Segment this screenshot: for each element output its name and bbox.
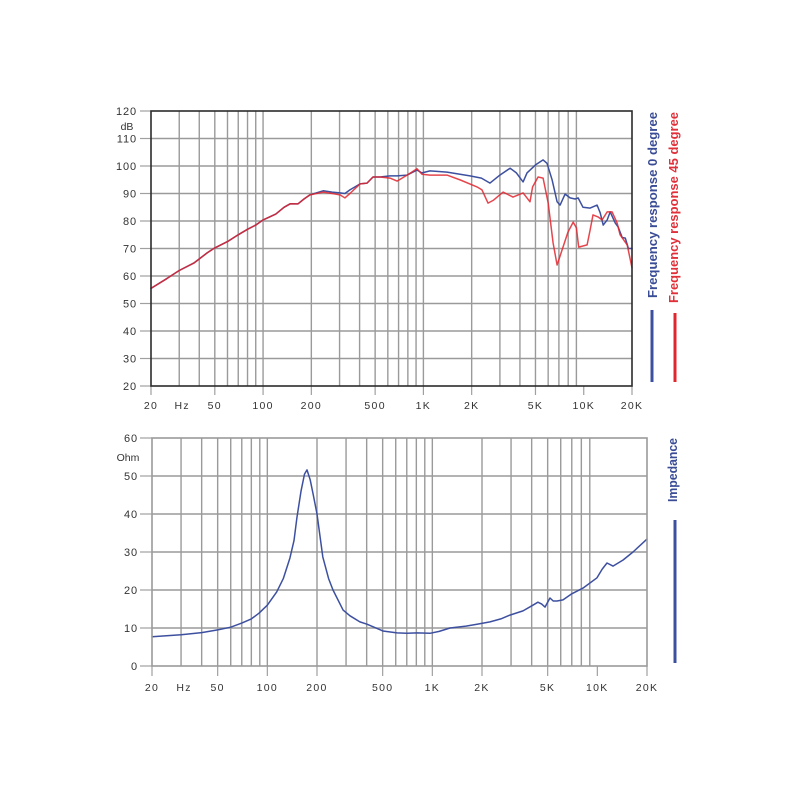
y-tick-label: 20	[123, 381, 137, 393]
frequency-response-legend: Frequency response 0 degree Frequency re…	[645, 112, 681, 382]
x-tick-label: 500	[364, 400, 385, 412]
x-tick-label: 200	[306, 682, 327, 694]
grid	[151, 111, 632, 386]
grid	[152, 438, 647, 666]
y-tick-label: 90	[123, 189, 137, 201]
y-tick-label: 50	[123, 299, 137, 311]
y-tick-label: 20	[124, 585, 138, 597]
legend-label-0-degree: Frequency response 0 degree	[645, 112, 660, 298]
frequency-response-chart: 20 30 40 50 60 70 80 90 100 110 120 dB 20 50 100 200 500…	[116, 106, 644, 412]
x-axis-unit-label: Hz	[175, 400, 190, 412]
x-tick-label: 100	[252, 400, 273, 412]
y-axis-unit-label: Ohm	[117, 452, 140, 464]
y-tick-label: 60	[124, 433, 138, 445]
y-axis: 0 10 20 30 40 50 60 Ohm	[117, 433, 152, 673]
x-tick-label: 20	[144, 400, 158, 412]
x-tick-label: 50	[208, 400, 222, 412]
x-tick-label: 2K	[474, 682, 489, 694]
legend-label-45-degree: Frequency response 45 degree	[666, 112, 681, 303]
x-tick-label: 1K	[416, 400, 431, 412]
x-tick-label: 20	[145, 682, 159, 694]
series-group	[151, 469, 648, 638]
x-axis: 20 50 100 200 500 1K 2K 5K 10K 20K Hz	[144, 386, 644, 412]
legend-label-impedance: Impedance	[665, 438, 680, 502]
x-tick-label: 500	[372, 682, 393, 694]
y-axis-unit-label: dB	[121, 121, 134, 133]
series-line-frequency-response-45-degree	[150, 168, 633, 290]
plot-frame	[150, 110, 633, 387]
y-tick-label: 10	[124, 623, 138, 635]
y-tick-label: 100	[116, 161, 137, 173]
x-tick-label: 100	[257, 682, 278, 694]
x-axis-unit-label: Hz	[176, 682, 191, 694]
series-line-impedance	[151, 469, 648, 638]
x-axis: 20 50 100 200 500 1K 2K 5K 10K 20K Hz	[145, 666, 659, 694]
x-tick-label: 20K	[621, 400, 644, 412]
x-tick-label: 1K	[425, 682, 440, 694]
y-tick-label: 40	[123, 326, 137, 338]
y-tick-label: 30	[124, 547, 138, 559]
x-tick-label: 10K	[586, 682, 609, 694]
y-tick-label: 0	[131, 661, 138, 673]
y-tick-label: 70	[123, 244, 137, 256]
x-tick-label: 200	[301, 400, 322, 412]
y-tick-label: 110	[117, 134, 137, 146]
y-tick-label: 120	[116, 106, 137, 118]
impedance-legend: Impedance	[665, 438, 680, 663]
x-tick-label: 20K	[636, 682, 659, 694]
y-tick-label: 30	[123, 354, 137, 366]
x-tick-label: 5K	[540, 682, 555, 694]
y-tick-label: 50	[124, 471, 138, 483]
y-tick-label: 60	[123, 271, 137, 283]
y-axis: 20 30 40 50 60 70 80 90 100 110 120 dB	[116, 106, 151, 393]
series-group	[150, 159, 633, 290]
plot-frame	[151, 437, 648, 667]
x-tick-label: 2K	[464, 400, 479, 412]
y-tick-label: 40	[124, 509, 138, 521]
x-tick-label: 10K	[572, 400, 595, 412]
y-tick-label: 80	[123, 216, 137, 228]
x-tick-label: 5K	[528, 400, 543, 412]
x-tick-label: 50	[211, 682, 225, 694]
